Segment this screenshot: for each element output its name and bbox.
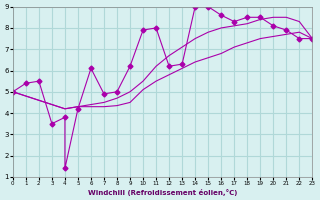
X-axis label: Windchill (Refroidissement éolien,°C): Windchill (Refroidissement éolien,°C) bbox=[88, 189, 237, 196]
